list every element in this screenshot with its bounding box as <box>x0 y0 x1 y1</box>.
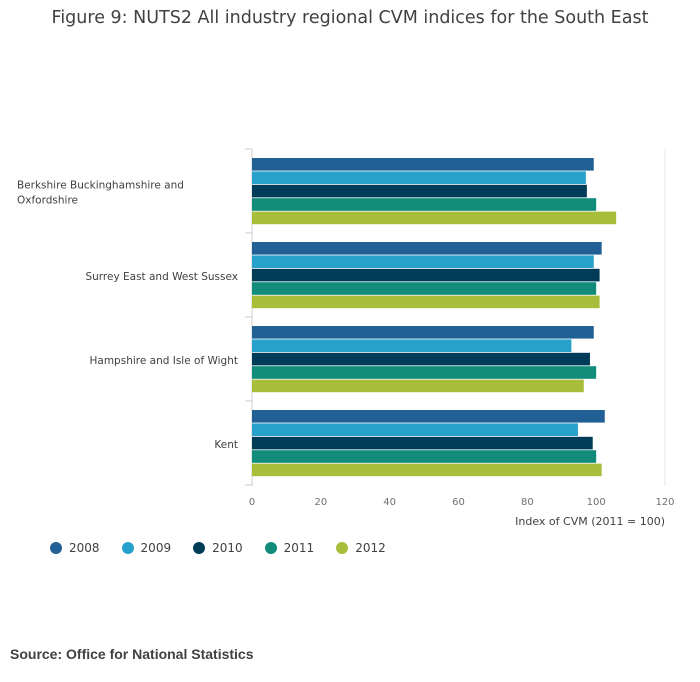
legend-label: 2009 <box>140 541 172 555</box>
category-label: Berkshire Buckinghamshire and <box>17 180 184 192</box>
category-label: Oxfordshire <box>17 195 78 207</box>
legend-marker <box>121 542 134 554</box>
bar-2012-3 <box>252 463 602 477</box>
bar-2009-2 <box>252 339 572 352</box>
legend-item-2012[interactable]: 2012 <box>336 541 386 555</box>
category-label: Hampshire and Isle of Wight <box>90 355 239 367</box>
bar-2008-0 <box>252 158 594 171</box>
legend-marker <box>264 542 277 554</box>
legend-label: 2010 <box>212 541 243 555</box>
x-tick-label: 120 <box>655 497 674 508</box>
bar-2008-3 <box>252 410 605 423</box>
legend-label: 2008 <box>69 541 100 555</box>
bar-2011-3 <box>252 450 597 463</box>
legend-item-2009[interactable]: 2009 <box>121 541 172 555</box>
bar-2008-2 <box>252 326 594 339</box>
legend-item-2010[interactable]: 2010 <box>193 541 243 555</box>
legend-item-2008[interactable]: 2008 <box>50 541 100 555</box>
bar-2012-1 <box>252 295 600 309</box>
category-label: Kent <box>214 439 238 451</box>
x-tick-label: 20 <box>314 497 327 508</box>
x-tick-label: 100 <box>587 497 606 508</box>
source-note: Source: Office for National Statistics <box>10 646 254 662</box>
chart-title: Figure 9: NUTS2 All industry regional CV… <box>51 8 649 28</box>
bar-2012-2 <box>252 379 584 393</box>
legend-item-2011[interactable]: 2011 <box>264 541 315 555</box>
bars-group <box>252 158 617 477</box>
x-axis-title: Index of CVM (2011 = 100) <box>515 515 665 528</box>
x-tick-label: 60 <box>452 497 465 508</box>
bar-2011-0 <box>252 198 597 211</box>
category-ticks <box>245 148 252 486</box>
legend-label: 2011 <box>283 541 315 555</box>
bar-2009-3 <box>252 423 578 436</box>
bar-2011-1 <box>252 282 597 295</box>
bar-2010-3 <box>252 436 593 450</box>
legend-marker <box>193 542 206 554</box>
x-tick-label: 80 <box>521 497 534 508</box>
bar-2012-0 <box>252 211 617 225</box>
bar-2008-1 <box>252 242 602 255</box>
legend: 2008 2009 2010 2011 2012 <box>50 541 408 555</box>
x-tick-labels: 0 20 40 60 80 100 120 <box>249 497 675 508</box>
bar-2011-2 <box>252 366 597 379</box>
bar-2009-1 <box>252 255 594 268</box>
bar-2010-2 <box>252 352 590 366</box>
bar-2009-0 <box>252 171 586 184</box>
category-label: Surrey East and West Sussex <box>85 271 238 283</box>
bar-2010-1 <box>252 268 600 282</box>
bar-chart: Berkshire Buckinghamshire and Oxfordshire… <box>17 148 675 528</box>
legend-label: 2012 <box>355 541 386 555</box>
x-tick-label: 0 <box>249 497 255 508</box>
bar-2010-0 <box>252 184 587 198</box>
legend-marker <box>50 542 62 554</box>
category-labels: Berkshire Buckinghamshire and Oxfordshire… <box>17 180 238 452</box>
x-tick-label: 40 <box>383 497 396 508</box>
legend-marker <box>336 542 349 554</box>
